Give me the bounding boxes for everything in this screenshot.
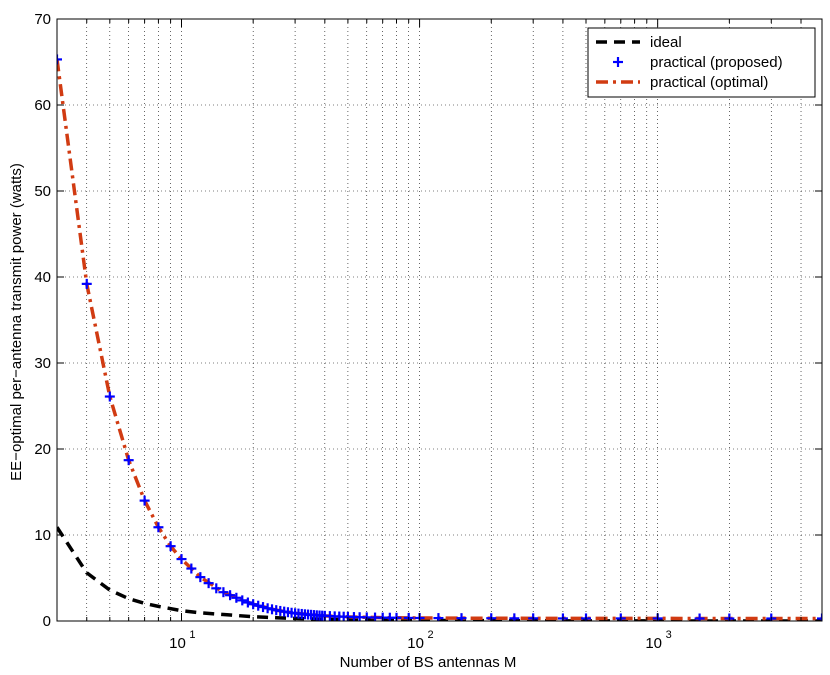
data-point-plus — [248, 599, 259, 610]
data-point-plus — [186, 563, 197, 574]
data-point-plus — [176, 554, 187, 565]
data-point-plus — [81, 278, 92, 289]
y-tick-label: 20 — [34, 441, 51, 458]
x-axis-label: Number of BS antennas M — [340, 654, 517, 671]
legend-item: ideal — [596, 34, 682, 51]
data-point-plus — [104, 391, 115, 402]
data-point-plus — [456, 613, 467, 621]
y-tick-label: 70 — [34, 11, 51, 28]
x-tick-label-exponent: 1 — [189, 629, 195, 641]
series-practical-proposed — [57, 54, 822, 621]
data-point-plus — [57, 54, 62, 65]
x-tick-label-exponent: 2 — [428, 629, 434, 641]
data-point-plus — [203, 578, 214, 589]
data-point-plus — [123, 455, 134, 466]
legend-label: practical (proposed) — [650, 54, 783, 71]
y-tick-label: 40 — [34, 269, 51, 286]
series-ideal — [57, 526, 822, 621]
grid-lines — [56, 18, 822, 622]
data-point-plus — [253, 600, 264, 611]
x-tick-label-exponent: 3 — [666, 629, 672, 641]
legend-item: practical (optimal) — [596, 74, 768, 91]
data-point-plus — [258, 602, 269, 613]
data-point-plus — [225, 590, 236, 601]
data-point-plus — [817, 613, 822, 621]
legend-label: practical (optimal) — [650, 74, 768, 91]
axes — [56, 18, 823, 622]
y-tick-label: 60 — [34, 97, 51, 114]
data-point-plus — [139, 495, 150, 506]
series-practical-optimal — [57, 59, 822, 621]
series-line-ideal — [57, 526, 822, 621]
y-tick-label: 0 — [43, 613, 51, 630]
x-tick-label: 10 — [169, 635, 186, 652]
series-line-optimal — [57, 59, 822, 621]
legend-box — [587, 27, 816, 98]
data-point-plus — [165, 541, 176, 552]
data-point-plus — [237, 595, 248, 606]
x-tick-label: 10 — [407, 635, 424, 652]
legend-item: practical (proposed) — [613, 54, 783, 71]
data-point-plus — [195, 572, 206, 583]
data-point-plus — [153, 522, 164, 533]
y-tick-label: 30 — [34, 355, 51, 372]
data-point-plus — [231, 592, 242, 603]
y-axis-label: EE−optimal per−antenna transmit power (w… — [8, 163, 25, 481]
data-point-plus — [694, 613, 705, 621]
data-point-plus — [242, 597, 253, 608]
x-tick-label: 10 — [645, 635, 662, 652]
legend: ideal practical (proposed) practical (opti… — [587, 27, 816, 98]
data-point-plus — [433, 613, 444, 621]
axes-box — [56, 18, 823, 622]
plot-series-area — [57, 54, 822, 621]
data-point-plus — [211, 583, 222, 594]
legend-label: ideal — [650, 34, 682, 51]
y-tick-label: 10 — [34, 527, 51, 544]
data-point-plus — [509, 613, 520, 621]
y-tick-label: 50 — [34, 183, 51, 200]
data-point-plus — [218, 587, 229, 598]
